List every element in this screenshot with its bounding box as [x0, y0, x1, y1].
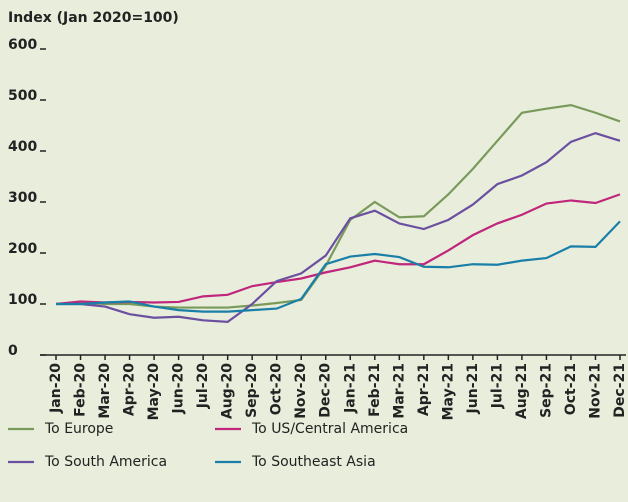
x-tick-label: May-21: [440, 363, 456, 420]
x-tick-label: Dec-20: [318, 363, 334, 418]
y-tick-label: 0: [8, 343, 18, 359]
x-tick-label: Jun-20: [171, 363, 187, 415]
x-tick-label: Jul-21: [489, 363, 505, 409]
y-tick-label: 100: [8, 292, 37, 308]
x-tick-label: May-20: [146, 363, 162, 421]
x-tick-label: Apr-20: [122, 363, 138, 416]
x-tick-label: Nov-21: [587, 363, 603, 419]
chart-title: Index (Jan 2020=100): [8, 10, 179, 26]
y-tick-label: 500: [8, 88, 37, 104]
x-tick-label: Jun-21: [465, 363, 481, 414]
legend-label: To South America: [44, 454, 167, 470]
y-tick-label: 200: [8, 241, 37, 257]
x-tick-label: Feb-21: [367, 363, 383, 417]
series-line: [55, 103, 621, 309]
x-tick-label: Jan-20: [48, 363, 64, 414]
x-tick-label: Apr-21: [416, 363, 432, 416]
series-line: [56, 220, 621, 313]
x-tick-label: Dec-21: [612, 363, 628, 418]
y-tick-label: 400: [8, 139, 37, 155]
x-tick-label: Jan-21: [342, 363, 358, 414]
x-tick-label: Aug-20: [220, 363, 236, 419]
legend-label: To US/Central America: [251, 421, 408, 437]
x-tick-label: Oct-21: [563, 363, 579, 415]
x-tick-label: Mar-21: [391, 363, 407, 419]
legend-label: To Southeast Asia: [251, 454, 376, 470]
series-line: [56, 131, 621, 323]
series-line: [55, 193, 621, 306]
x-tick-label: Oct-20: [269, 363, 285, 415]
x-tick-label: Jul-20: [195, 363, 211, 410]
x-tick-label: Nov-20: [293, 363, 309, 419]
x-tick-label: Sep-20: [244, 363, 260, 418]
y-tick-label: 600: [8, 37, 37, 53]
x-tick-label: Sep-21: [538, 363, 554, 418]
legend-label: To Europe: [44, 421, 113, 437]
x-tick-label: Mar-20: [97, 363, 113, 419]
y-tick-label: 300: [8, 190, 37, 206]
x-tick-label: Aug-21: [514, 363, 530, 419]
x-tick-label: Feb-20: [73, 363, 89, 417]
